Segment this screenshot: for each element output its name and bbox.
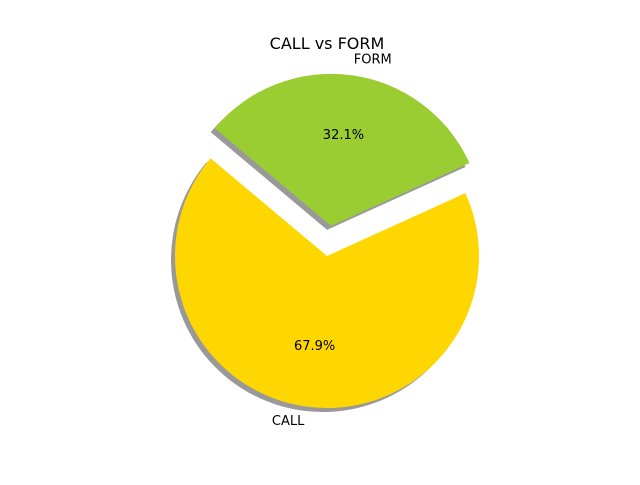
chart-title: CALL vs FORM (270, 34, 385, 53)
slice-pct-form: 32.1% (323, 128, 364, 143)
slice-form (214, 73, 470, 226)
slice-pct-call: 67.9% (294, 339, 335, 354)
slice-label-form: FORM (354, 53, 392, 68)
slice-call (175, 158, 480, 408)
slice-label-call: CALL (272, 414, 305, 429)
slice-labels: CALL 67.9% FORM 32.1% (272, 53, 392, 429)
slices (175, 73, 480, 408)
